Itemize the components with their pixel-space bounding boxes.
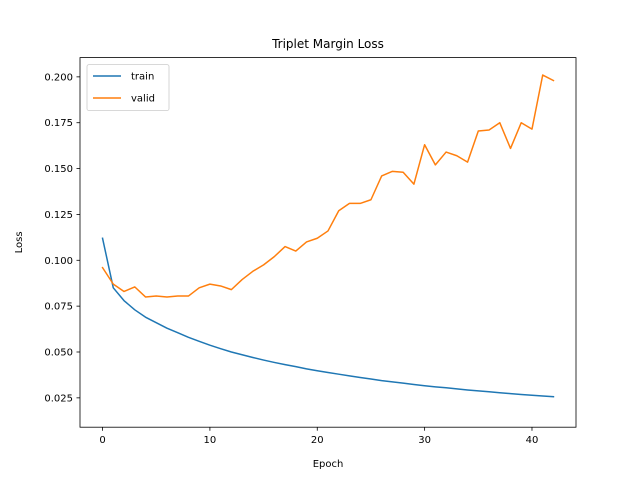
x-tick-label: 20 — [311, 435, 324, 446]
x-tick-label: 30 — [418, 435, 431, 446]
legend-label-train: train — [131, 72, 154, 83]
x-tick-label: 40 — [526, 435, 539, 446]
x-tick-label: 0 — [99, 435, 105, 446]
plot-frame — [79, 57, 577, 428]
x-axis-label: Epoch — [313, 459, 344, 470]
y-tick-label: 0.175 — [44, 118, 73, 129]
y-tick-label: 0.025 — [44, 393, 73, 404]
y-axis-ticks: 0.025 0.050 0.075 0.100 0.125 0.150 0.175 0.200 — [44, 72, 80, 404]
series-line-valid — [101, 74, 555, 298]
x-tick-label: 10 — [204, 435, 217, 446]
y-tick-label: 0.125 — [44, 210, 73, 221]
y-axis-label: Loss — [14, 231, 25, 253]
legend: train valid — [86, 64, 170, 111]
legend-box — [86, 64, 170, 111]
y-tick-label: 0.200 — [44, 72, 73, 83]
plot-lines — [101, 74, 555, 398]
x-axis-ticks: 0 10 20 30 40 — [99, 427, 538, 446]
y-tick-label: 0.150 — [44, 164, 73, 175]
legend-label-valid: valid — [131, 94, 155, 105]
y-tick-label: 0.050 — [44, 347, 73, 358]
y-tick-label: 0.100 — [44, 256, 73, 267]
y-tick-label: 0.075 — [44, 302, 73, 313]
chart-title: Triplet Margin Loss — [271, 37, 384, 51]
series-line-train — [101, 237, 555, 398]
